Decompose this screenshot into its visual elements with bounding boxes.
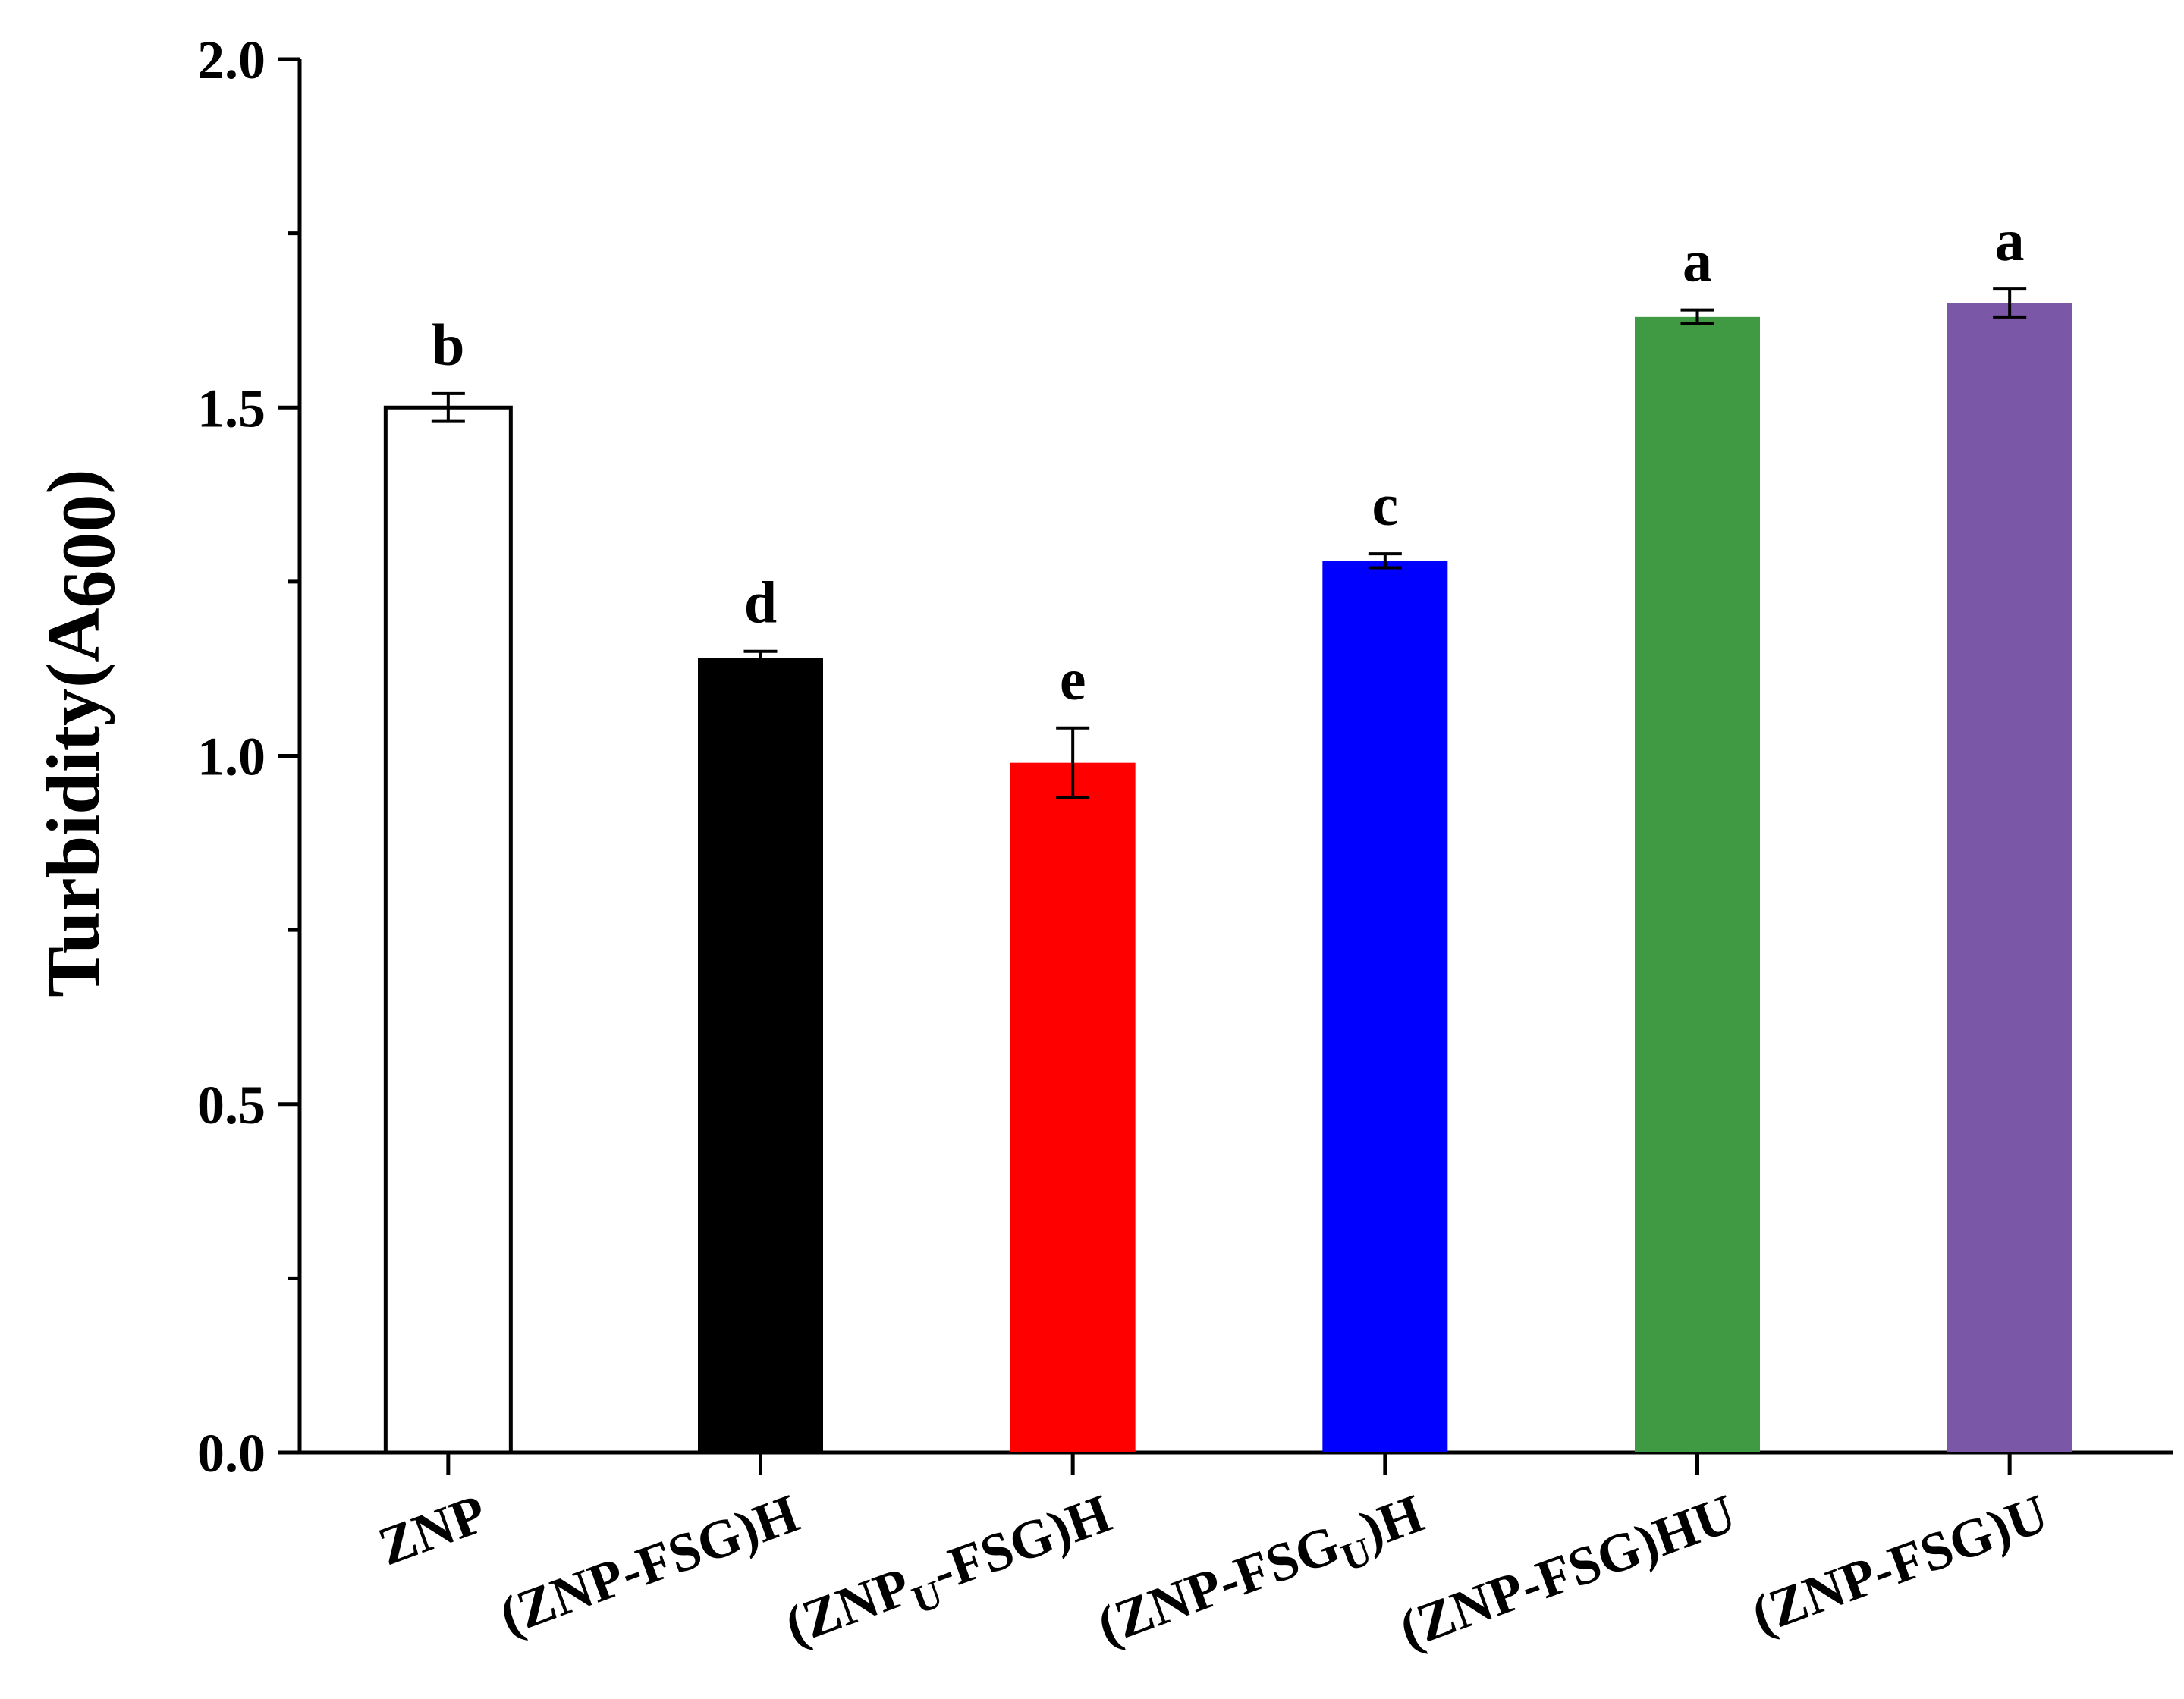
axes — [297, 59, 2173, 1455]
x-category-label: (ZNPU-FSG)H — [778, 1483, 1123, 1666]
y-tick-label: 1.5 — [197, 378, 266, 438]
bars — [383, 303, 2072, 1455]
y-ticks: 0.0 0.5 1.0 1.5 2.0 — [197, 30, 2012, 1484]
y-axis-title-group: Turbidity(A600) — [31, 469, 130, 997]
x-category-label: (ZNP-FSG)HU — [1392, 1483, 1743, 1660]
x-category-label: (ZNP-FSG)U — [1744, 1483, 2056, 1646]
significance-letter: d — [744, 570, 777, 636]
significance-letter: a — [1995, 207, 2025, 273]
bar — [1010, 762, 1136, 1452]
y-tick-label: 0.0 — [197, 1423, 266, 1484]
y-tick-label: 2.0 — [197, 30, 266, 90]
bar — [1322, 561, 1448, 1452]
y-tick-label: 0.5 — [197, 1075, 266, 1135]
bar — [1947, 303, 2072, 1453]
y-tick-label: 1.0 — [197, 727, 266, 787]
bar — [1635, 316, 1760, 1453]
x-category-labels: ZNP(ZNP-FSG)H(ZNPU-FSG)H(ZNP-FSGU)H(ZNP-… — [371, 1483, 2056, 1666]
bar — [383, 405, 513, 1455]
significance-letter: e — [1060, 646, 1086, 712]
error-bars — [431, 287, 2027, 799]
x-category-label: ZNP — [371, 1483, 495, 1577]
x-category-label: (ZNP-FSGU)H — [1090, 1483, 1435, 1666]
significance-letter: b — [432, 312, 464, 378]
significance-letter: a — [1683, 228, 1712, 294]
significance-letters: b d e c a a — [432, 207, 2025, 712]
bar — [698, 658, 823, 1453]
x-category-label: (ZNP-FSG)H — [492, 1483, 806, 1647]
y-axis-title: Turbidity(A600) — [31, 469, 130, 997]
significance-letter: c — [1372, 472, 1399, 538]
